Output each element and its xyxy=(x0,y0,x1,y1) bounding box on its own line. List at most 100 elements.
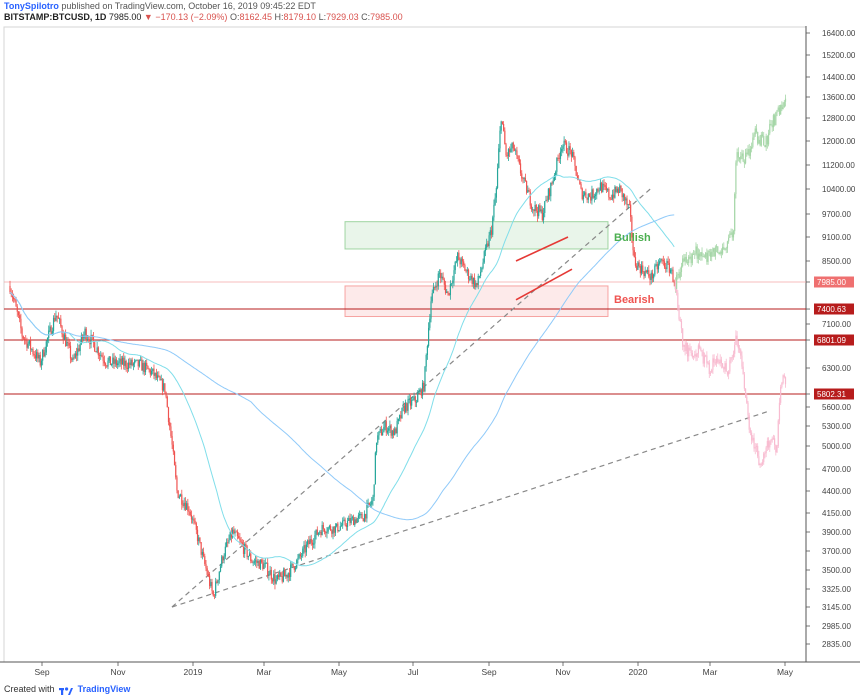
bullish-projection-candle xyxy=(777,107,779,111)
bullish-projection-candle xyxy=(764,145,766,148)
bullish-projection-candle xyxy=(711,251,713,257)
candle xyxy=(213,593,216,600)
candle xyxy=(450,283,453,287)
candle xyxy=(218,571,220,584)
candle xyxy=(152,368,154,375)
candle xyxy=(147,365,149,370)
y-tick-label: 5000.00 xyxy=(822,442,851,451)
candle xyxy=(68,338,70,349)
candle xyxy=(155,368,157,381)
candle xyxy=(304,539,306,558)
bearish-projection-candle xyxy=(730,357,732,361)
candle xyxy=(33,351,35,359)
candle xyxy=(204,553,206,566)
candle xyxy=(194,517,196,525)
candle xyxy=(398,414,401,422)
candle xyxy=(425,353,427,372)
candle xyxy=(40,358,43,370)
candle xyxy=(154,372,156,381)
price-change: −170.13 (−2.09%) xyxy=(155,12,228,22)
candle xyxy=(357,512,360,523)
candle xyxy=(548,187,551,200)
bullish-projection-candle xyxy=(737,152,739,158)
bearish-projection-candle xyxy=(701,350,703,352)
candle xyxy=(349,513,351,527)
bearish-projection-candle xyxy=(744,388,747,397)
bearish-projection-candle xyxy=(735,335,737,345)
bearish-projection-candle xyxy=(783,375,785,378)
candle xyxy=(206,565,208,577)
candle xyxy=(423,380,425,393)
bearish-projection-candle xyxy=(686,342,689,357)
channel-lower-line xyxy=(515,268,573,301)
chart-area[interactable]: Bullish Bearish 16400.00 15200.00 14400.00 13… xyxy=(0,26,860,680)
candle xyxy=(505,142,507,158)
bearish-projection-candle xyxy=(718,362,720,364)
candle xyxy=(551,181,553,186)
down-arrow-icon: ▼ xyxy=(143,12,153,22)
price-chart[interactable]: Bullish Bearish 16400.00 15200.00 14400.00 13… xyxy=(0,26,860,680)
candle xyxy=(37,349,39,363)
candle xyxy=(292,563,294,568)
candle xyxy=(59,317,61,325)
candle xyxy=(97,346,99,360)
bullish-projection-candle xyxy=(746,152,748,155)
candle xyxy=(164,383,166,395)
candle xyxy=(563,136,565,151)
tradingview-brand[interactable]: TradingView xyxy=(77,684,131,694)
candle xyxy=(446,288,448,294)
bullish-projection-candle xyxy=(692,254,695,255)
candle xyxy=(348,515,350,521)
candle xyxy=(323,528,326,535)
candle xyxy=(117,360,119,370)
candle xyxy=(415,399,418,408)
candle xyxy=(313,538,315,549)
bearish-projection-candle xyxy=(677,292,679,308)
candle xyxy=(500,120,502,134)
bullish-projection-candle xyxy=(706,252,708,262)
author-link[interactable]: TonySpilotro xyxy=(4,1,59,11)
candle xyxy=(19,311,21,323)
bearish-projection-candle xyxy=(737,341,739,349)
candle xyxy=(146,359,148,370)
candle xyxy=(333,526,335,537)
candle xyxy=(144,359,147,376)
candle xyxy=(472,277,474,289)
candle xyxy=(449,280,451,300)
y-tick-label: 10400.00 xyxy=(822,185,856,194)
candle xyxy=(391,429,393,439)
bearish-projection-candle xyxy=(697,345,699,354)
bearish-projection-candle xyxy=(776,446,778,453)
candle xyxy=(136,359,138,361)
candle xyxy=(631,215,633,244)
footer: Created with TradingView xyxy=(0,680,860,700)
candle xyxy=(620,185,622,192)
candle xyxy=(178,494,180,500)
bearish-projection-candle xyxy=(755,445,758,448)
bearish-projection-candle xyxy=(678,307,680,320)
candle xyxy=(132,362,135,371)
candle xyxy=(170,422,172,438)
bearish-projection-candle xyxy=(696,353,698,357)
x-tick-label: Sep xyxy=(481,667,496,677)
bullish-projection-candle xyxy=(726,241,729,249)
candle xyxy=(662,255,664,266)
candle xyxy=(668,258,670,277)
candle xyxy=(269,565,271,575)
candle xyxy=(29,336,32,355)
candle xyxy=(540,205,542,214)
candle xyxy=(655,259,657,267)
candle xyxy=(464,263,466,272)
bullish-projection-candle xyxy=(705,252,707,258)
candle xyxy=(567,147,569,161)
candle xyxy=(102,352,104,367)
candle xyxy=(229,531,231,541)
bearish-projection-candle xyxy=(674,282,677,290)
candle xyxy=(50,325,52,336)
candle xyxy=(403,402,406,415)
candle xyxy=(54,312,56,323)
candle xyxy=(42,349,44,366)
candle xyxy=(611,189,614,201)
bearish-projection-candle xyxy=(688,347,690,357)
candle xyxy=(173,450,176,466)
